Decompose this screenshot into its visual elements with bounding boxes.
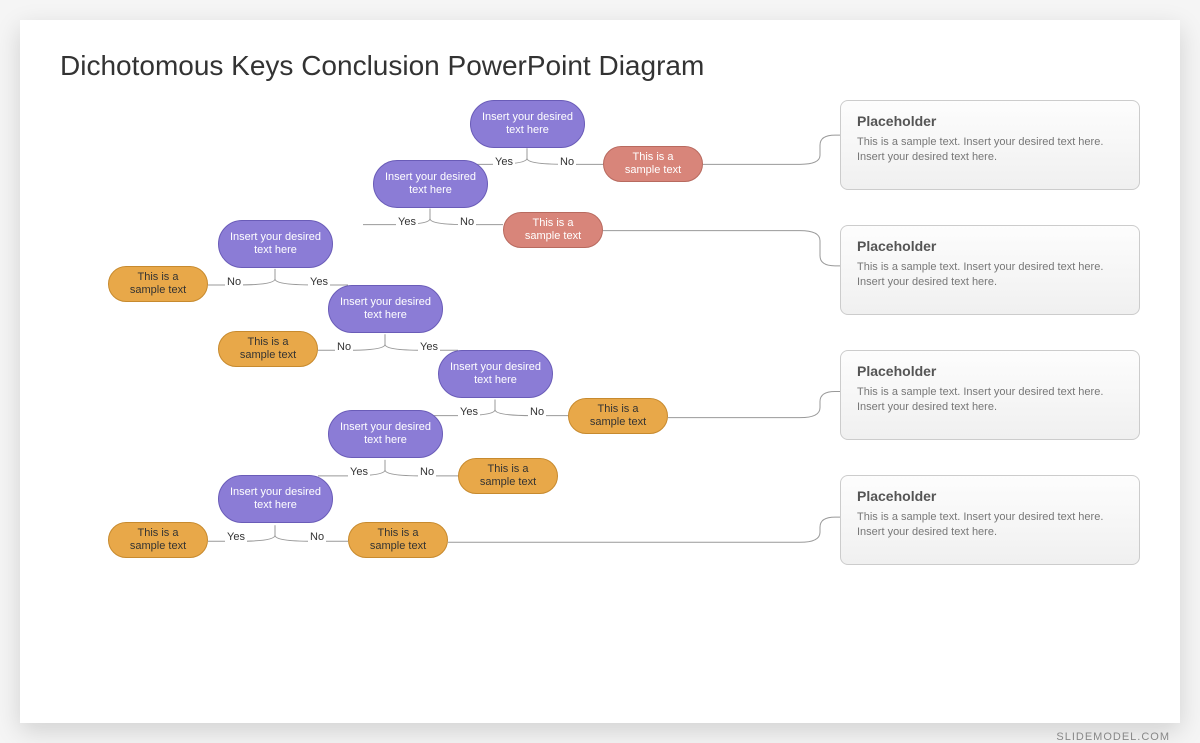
placeholder-body: This is a sample text. Insert your desir… (857, 135, 1123, 166)
edge-label: Yes (418, 341, 440, 353)
slide-title: Dichotomous Keys Conclusion PowerPoint D… (60, 50, 1140, 82)
node-question-3: Insert your desired text here (218, 220, 333, 268)
edge-label: Yes (308, 276, 330, 288)
node-leaf-4: This is a sample text (458, 458, 558, 494)
node-root: Insert your desired text here (470, 100, 585, 148)
edge-label: No (225, 276, 243, 288)
placeholder-title: Placeholder (857, 363, 1123, 379)
edge-label: Yes (493, 156, 515, 168)
placeholder-body: This is a sample text. Insert your desir… (857, 385, 1123, 416)
placeholder-box-3: Placeholder This is a sample text. Inser… (840, 350, 1140, 440)
footer-brand: SLIDEMODEL.COM (1056, 731, 1170, 743)
placeholder-box-1: Placeholder This is a sample text. Inser… (840, 100, 1140, 190)
placeholder-title: Placeholder (857, 488, 1123, 504)
node-result-2: This is a sample text (503, 212, 603, 248)
placeholder-box-2: Placeholder This is a sample text. Inser… (840, 225, 1140, 315)
node-question-2: Insert your desired text here (373, 160, 488, 208)
edge-label: Yes (348, 466, 370, 478)
edge-label: No (528, 406, 546, 418)
slide: Dichotomous Keys Conclusion PowerPoint D… (20, 20, 1180, 723)
node-result-1: This is a sample text (603, 146, 703, 182)
node-question-5: Insert your desired text here (438, 350, 553, 398)
placeholder-title: Placeholder (857, 113, 1123, 129)
node-leaf-1: This is a sample text (108, 266, 208, 302)
placeholder-title: Placeholder (857, 238, 1123, 254)
diagram-canvas: Insert your desired text here Insert you… (60, 100, 1140, 683)
node-leaf-5: This is a sample text (108, 522, 208, 558)
edge-label: Yes (225, 531, 247, 543)
edge-label: No (458, 216, 476, 228)
edge-label: No (418, 466, 436, 478)
node-question-6: Insert your desired text here (328, 410, 443, 458)
edge-label: Yes (396, 216, 418, 228)
edge-label: No (558, 156, 576, 168)
placeholder-body: This is a sample text. Insert your desir… (857, 260, 1123, 291)
node-leaf-2: This is a sample text (218, 331, 318, 367)
edge-label: No (308, 531, 326, 543)
node-leaf-6: This is a sample text (348, 522, 448, 558)
placeholder-box-4: Placeholder This is a sample text. Inser… (840, 475, 1140, 565)
node-question-4: Insert your desired text here (328, 285, 443, 333)
edge-label: No (335, 341, 353, 353)
node-leaf-3: This is a sample text (568, 398, 668, 434)
node-question-7: Insert your desired text here (218, 475, 333, 523)
edge-label: Yes (458, 406, 480, 418)
placeholder-body: This is a sample text. Insert your desir… (857, 510, 1123, 541)
